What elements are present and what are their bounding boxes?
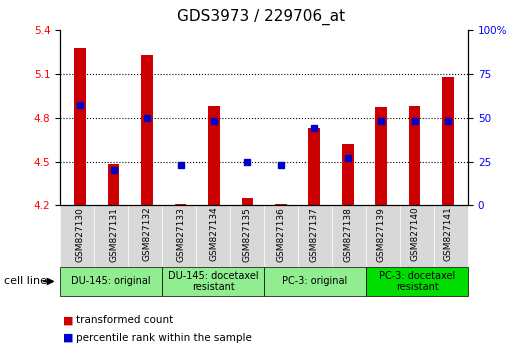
Bar	[309, 128, 320, 205]
Text: ■: ■	[63, 333, 73, 343]
Text: cell line: cell line	[4, 276, 47, 286]
Bar	[409, 106, 420, 205]
Bar	[442, 77, 454, 205]
Text: transformed count: transformed count	[76, 315, 173, 325]
Bar	[376, 108, 387, 205]
Text: percentile rank within the sample: percentile rank within the sample	[76, 333, 252, 343]
Text: GDS3973 / 229706_at: GDS3973 / 229706_at	[177, 9, 346, 25]
Bar	[175, 204, 186, 205]
Text: DU-145: original: DU-145: original	[71, 276, 151, 286]
Text: PC-3: original: PC-3: original	[282, 276, 348, 286]
Bar	[342, 144, 354, 205]
Bar	[141, 55, 153, 205]
Text: DU-145: docetaxel
resistant: DU-145: docetaxel resistant	[168, 270, 258, 292]
Bar	[74, 47, 86, 205]
Bar	[275, 204, 287, 205]
Bar	[208, 106, 220, 205]
Bar	[242, 198, 253, 205]
Text: PC-3: docetaxel
resistant: PC-3: docetaxel resistant	[379, 270, 455, 292]
Text: ■: ■	[63, 315, 73, 325]
Bar	[108, 164, 119, 205]
